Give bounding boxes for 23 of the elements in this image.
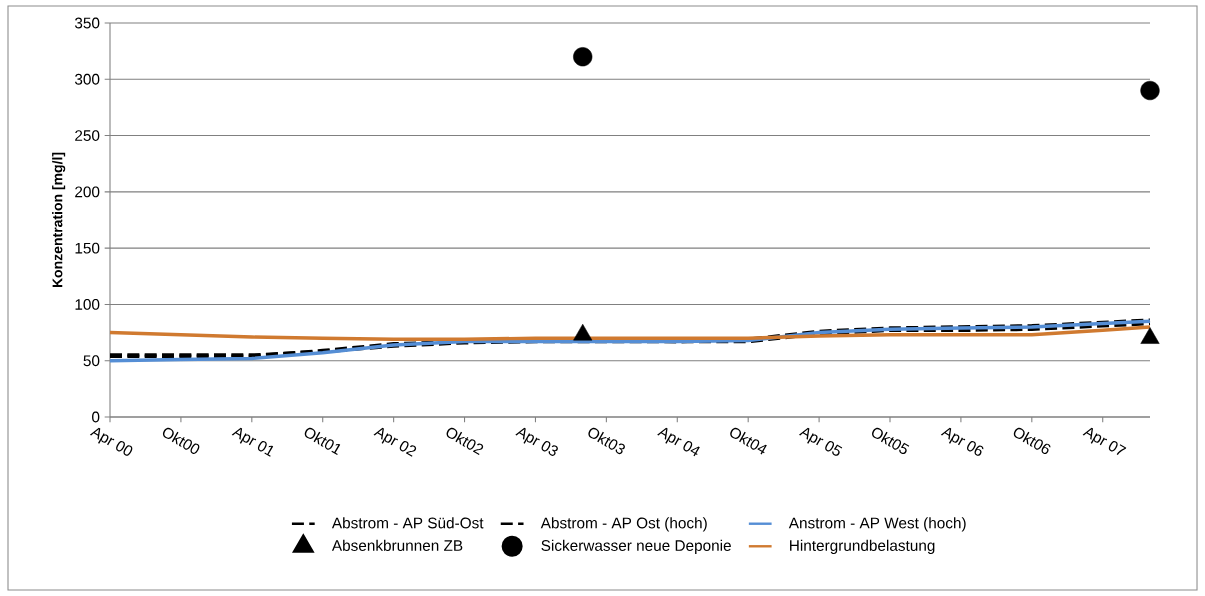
y-tick-label: 150 [75, 242, 100, 254]
y-tick-label: 250 [75, 130, 100, 141]
x-tick-label: Apr 04 [657, 427, 700, 457]
y-tick-label: 100 [75, 299, 100, 310]
y-axis-title: Konzentration [mg/l] [52, 152, 66, 288]
y-tick-label: 50 [83, 355, 100, 367]
x-tick-label: Apr 03 [515, 427, 558, 456]
y-tick-label: 300 [74, 73, 100, 85]
legend-label: Abstrom - AP Süd-Ost [331, 517, 484, 529]
legend-label: Anstrom - AP West (hoch) [788, 517, 966, 532]
x-tick-label: Apr 00 [89, 427, 133, 456]
x-tick-label: Apr 07 [1082, 427, 1127, 456]
legend-label: Absenkbrunnen ZB [331, 539, 463, 551]
legend-label: Hintergrundbelastung [790, 539, 935, 555]
legend-label: Sickerwasser neue Deponie [541, 539, 731, 555]
x-tick-label: Apr 01 [231, 427, 274, 457]
y-tick-label: 0 [92, 411, 100, 423]
x-tick-label: Apr 06 [940, 427, 984, 456]
y-tick-label: 350 [74, 17, 100, 29]
x-tick-label: Apr 05 [798, 427, 843, 456]
x-tick-label: Apr 02 [373, 427, 417, 457]
y-tick-label: 200 [75, 186, 100, 198]
legend-label: Abstrom - AP Ost (hoch) [540, 517, 707, 532]
